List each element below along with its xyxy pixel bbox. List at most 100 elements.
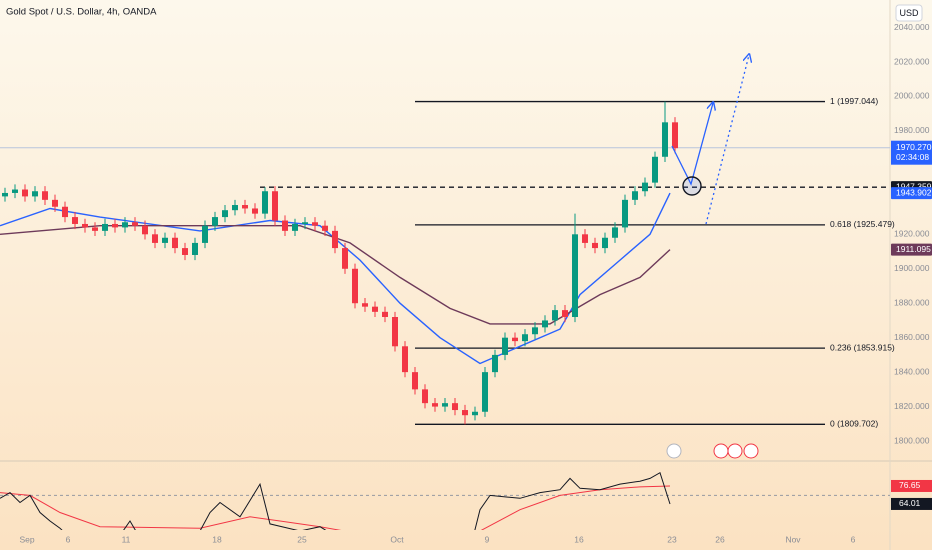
- x-tick-label: Sep: [19, 534, 34, 544]
- currency-label[interactable]: USD: [899, 8, 919, 18]
- projection-arrow-dotted: [705, 55, 749, 225]
- candle-body: [332, 230, 338, 249]
- candle-body: [152, 234, 158, 243]
- candle-body: [542, 320, 548, 328]
- x-tick-label: 16: [574, 534, 584, 544]
- rsi-label-bg: [891, 497, 932, 510]
- candle-body: [182, 248, 188, 255]
- candle-body: [572, 234, 578, 318]
- candle-body: [42, 191, 48, 200]
- y-tick-label: 1800.000: [894, 435, 930, 445]
- x-tick-label: 6: [66, 534, 71, 544]
- candle-body: [32, 191, 38, 197]
- candle-body: [522, 334, 528, 342]
- candle-body: [22, 189, 28, 197]
- candle-body: [632, 191, 638, 200]
- candle-body: [302, 222, 308, 224]
- hline-label: 1947.359: [896, 181, 932, 191]
- candle-body: [462, 410, 468, 416]
- y-tick-label: 1980.000: [894, 125, 930, 135]
- rsi-line: [0, 471, 671, 530]
- candle-body: [602, 237, 608, 249]
- candle-body: [132, 222, 138, 226]
- fib-label: 1 (1997.044): [830, 96, 878, 106]
- candle-body: [272, 191, 278, 221]
- candle-body: [252, 208, 258, 214]
- ma-label-bg: [891, 243, 932, 256]
- candle-body: [112, 223, 118, 228]
- candle-body: [202, 225, 208, 243]
- event-icon: [666, 443, 682, 459]
- last-price-label: 1970.270: [896, 142, 932, 152]
- y-tick-label: 2000.000: [894, 91, 930, 101]
- rsi-label-bg: [891, 479, 932, 492]
- candle-body: [642, 182, 648, 192]
- candle-body: [212, 217, 218, 226]
- x-tick-label: 6: [851, 534, 856, 544]
- candle-body: [242, 205, 248, 209]
- candle-body: [452, 403, 458, 411]
- candle-body: [262, 191, 268, 214]
- candle-body: [402, 346, 408, 373]
- x-tick-label: Oct: [390, 534, 404, 544]
- candle-body: [672, 122, 678, 149]
- event-flag: [727, 443, 743, 459]
- candle-body: [102, 223, 108, 231]
- ma-label: 1911.095: [896, 244, 931, 254]
- y-tick-label: 2040.000: [894, 22, 930, 32]
- candle-body: [412, 372, 418, 390]
- candle-body: [342, 248, 348, 269]
- candle-body: [92, 227, 98, 231]
- candle-body: [442, 403, 448, 407]
- candle-body: [392, 317, 398, 347]
- event-flag: [713, 443, 729, 459]
- candle-body: [312, 222, 318, 226]
- candle-body: [562, 310, 568, 318]
- chart-title: Gold Spot / U.S. Dollar, 4h, OANDA: [6, 7, 157, 18]
- candle-body: [62, 206, 68, 218]
- candle-body: [582, 234, 588, 243]
- candle-body: [72, 217, 78, 224]
- rsi-label: 76.65: [899, 480, 921, 490]
- moving-average: [0, 225, 671, 325]
- candle-body: [482, 372, 488, 412]
- candle-body: [552, 310, 558, 321]
- candle-body: [492, 354, 498, 373]
- fib-label: 0.236 (1853.915): [830, 342, 895, 352]
- candle-body: [362, 303, 368, 307]
- bar-countdown: 02:34:08: [896, 152, 929, 162]
- x-tick-label: 26: [715, 534, 725, 544]
- event-flag: [743, 443, 759, 459]
- projection: [666, 55, 759, 459]
- candle-body: [282, 220, 288, 231]
- price-pane: [0, 100, 890, 425]
- moving-average: [0, 192, 671, 365]
- ma-label: 1943.902: [896, 187, 932, 197]
- candle-body: [422, 389, 428, 404]
- candle-body: [652, 156, 658, 183]
- candle-body: [502, 337, 508, 355]
- candle-body: [222, 210, 228, 218]
- x-tick-label: 18: [212, 534, 222, 544]
- currency-button[interactable]: [895, 4, 923, 22]
- candle-body: [172, 237, 178, 249]
- y-tick-label: 2020.000: [894, 56, 930, 66]
- y-tick-label: 1860.000: [894, 332, 930, 342]
- candle-body: [162, 237, 168, 243]
- fib-label: 0 (1809.702): [830, 419, 878, 429]
- candle-body: [532, 327, 538, 335]
- candle-body: [662, 122, 668, 157]
- y-tick-label: 1840.000: [894, 366, 930, 376]
- candle-body: [292, 223, 298, 231]
- x-tick-label: 23: [667, 534, 677, 544]
- y-tick-label: 1920.000: [894, 229, 930, 239]
- last-price-bg: [891, 140, 932, 165]
- ma-label-bg: [891, 187, 932, 200]
- projection-arrow: [671, 103, 713, 186]
- candle-body: [232, 205, 238, 211]
- candle-body: [2, 192, 8, 197]
- rsi-label: 64.01: [899, 498, 921, 508]
- candle-body: [512, 337, 518, 342]
- candle-body: [192, 242, 198, 255]
